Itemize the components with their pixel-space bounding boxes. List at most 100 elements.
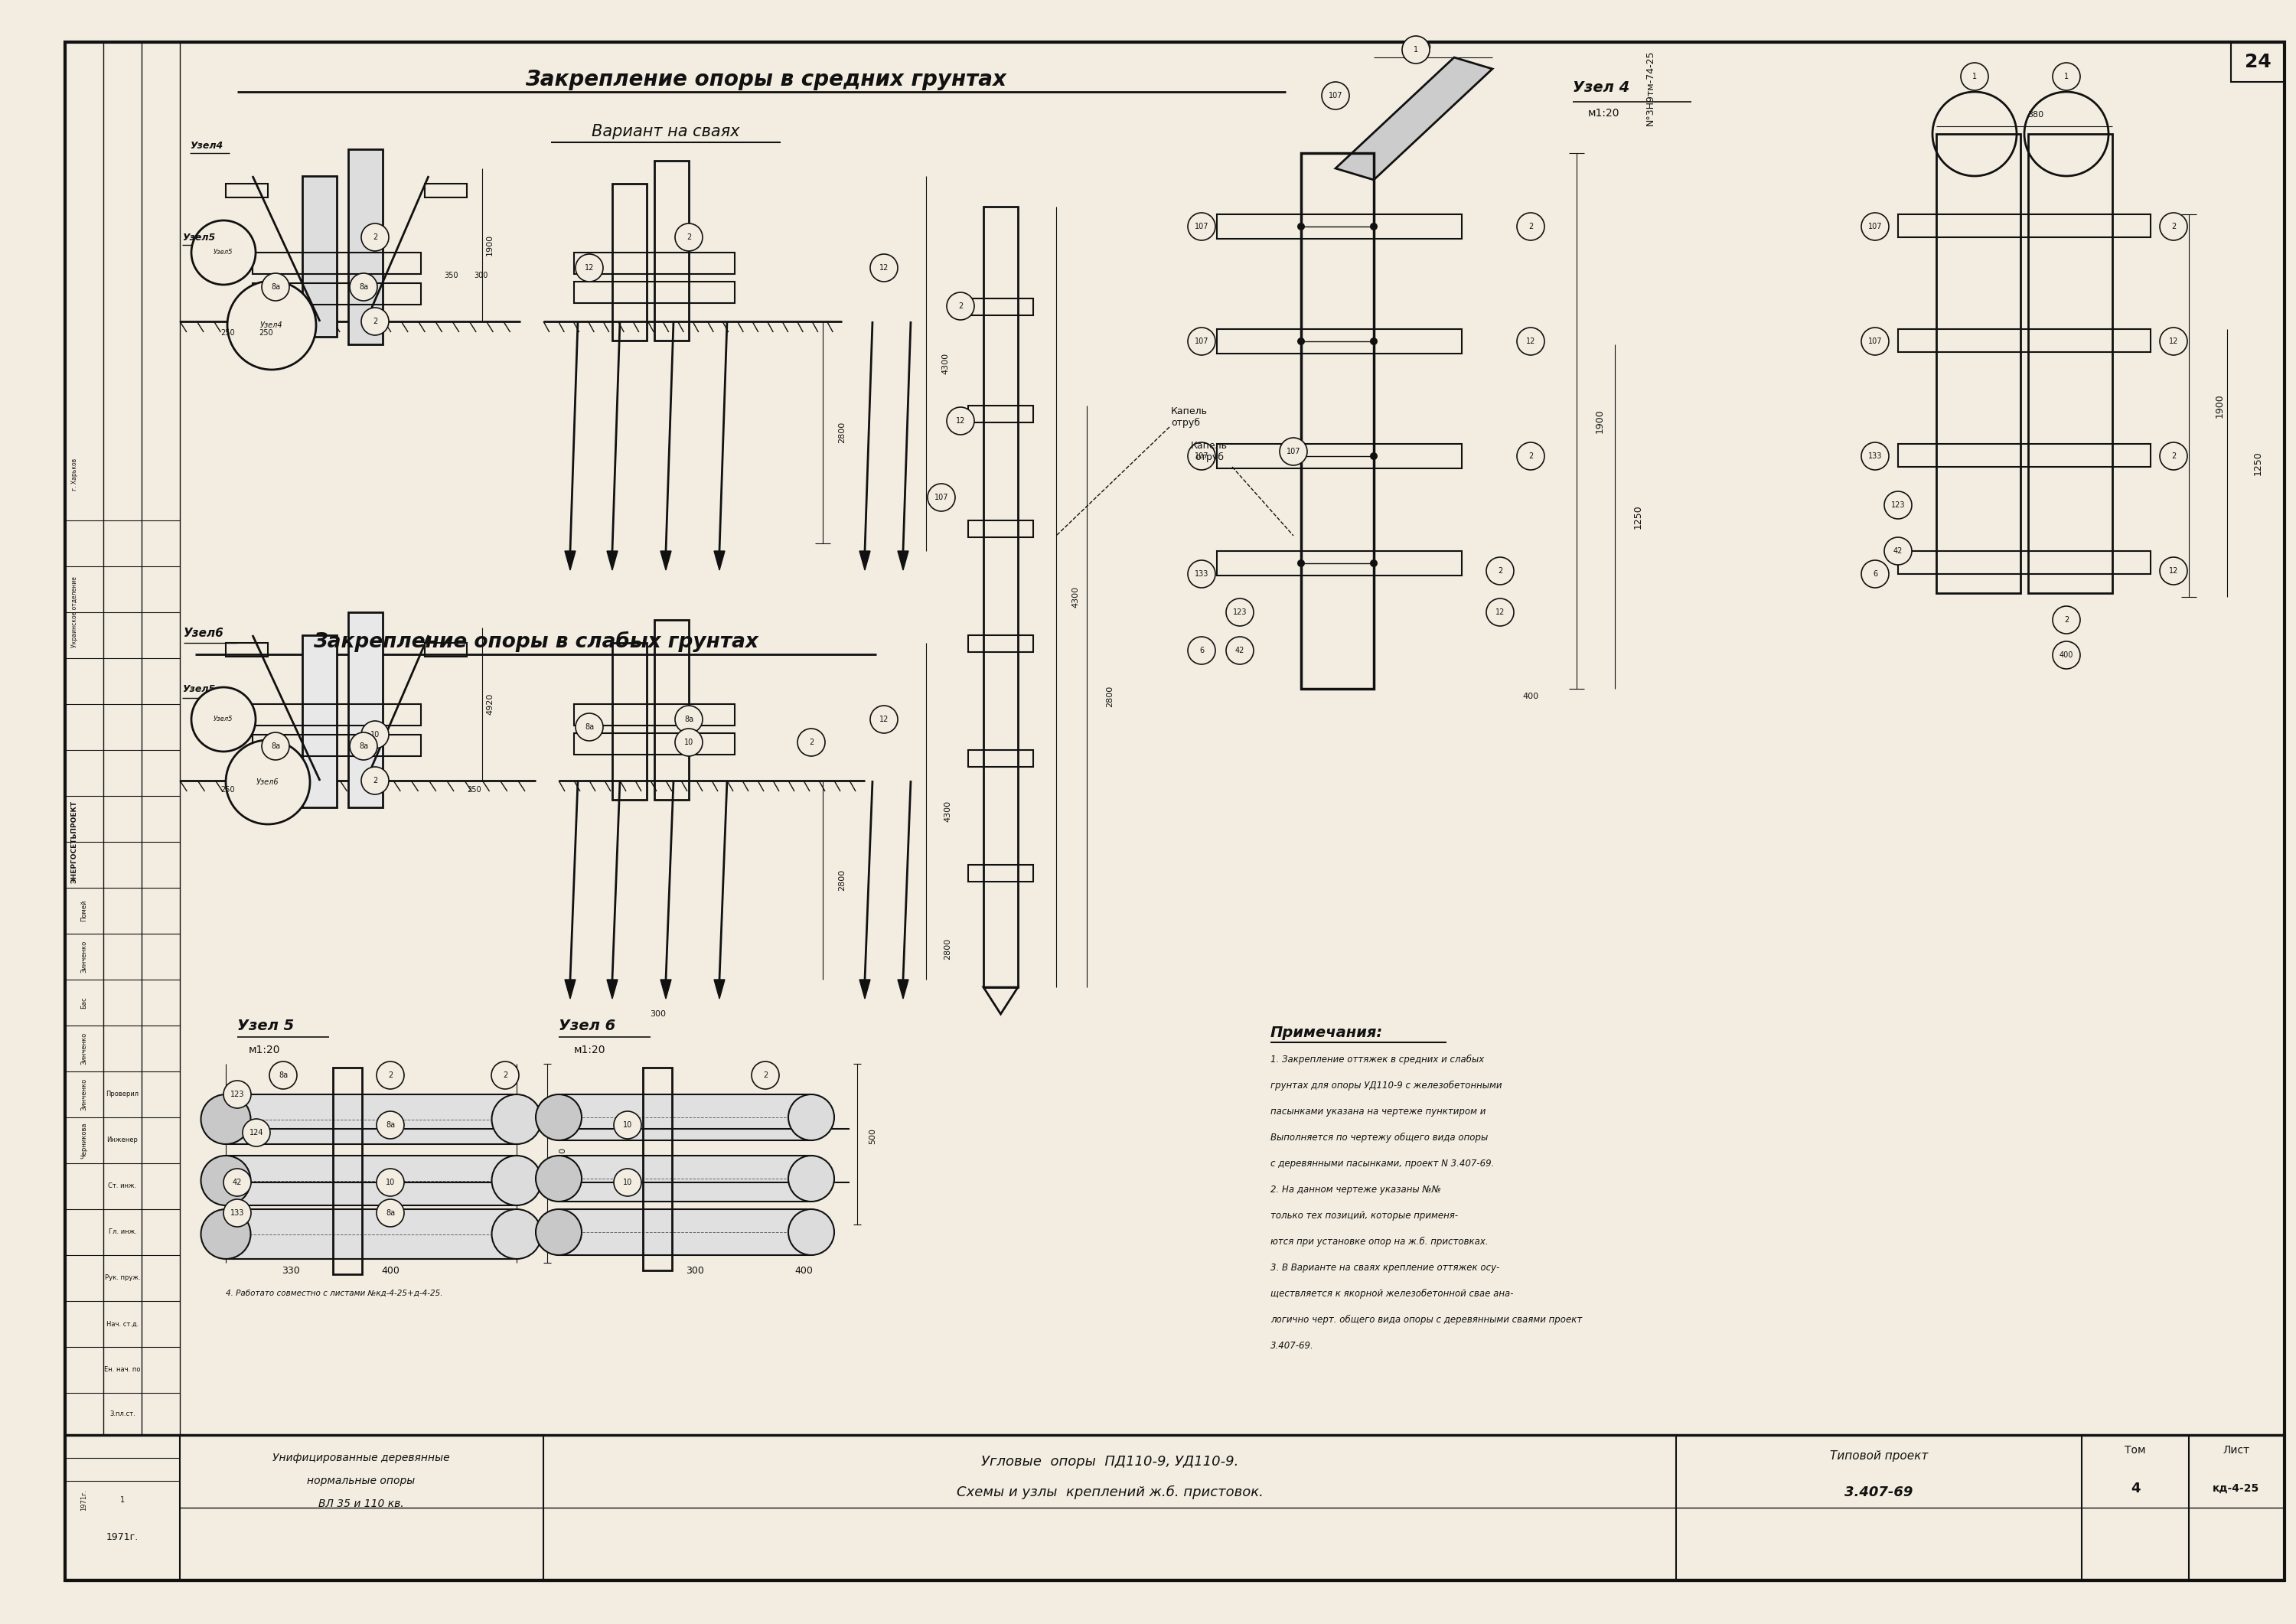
Circle shape xyxy=(360,721,388,749)
Text: логично черт. общего вида опоры с деревянными сваями проект: логично черт. общего вида опоры с деревя… xyxy=(1270,1315,1582,1325)
Polygon shape xyxy=(898,979,909,999)
Text: 1900: 1900 xyxy=(1593,409,1605,434)
Text: 107: 107 xyxy=(1869,222,1883,231)
Circle shape xyxy=(870,253,898,281)
Text: 24: 24 xyxy=(2245,54,2271,71)
Bar xyxy=(1899,551,2151,573)
Text: 1: 1 xyxy=(2064,73,2069,80)
Text: 2: 2 xyxy=(2172,222,2177,231)
Bar xyxy=(613,643,647,799)
Text: Выполняется по чертежу общего вида опоры: Выполняется по чертежу общего вида опоры xyxy=(1270,1132,1488,1143)
Polygon shape xyxy=(983,987,1017,1013)
Text: 4300: 4300 xyxy=(941,352,948,374)
Text: 42: 42 xyxy=(1235,646,1244,654)
Text: Узел 5: Узел 5 xyxy=(236,1018,294,1033)
Circle shape xyxy=(1371,559,1378,567)
Text: 500: 500 xyxy=(868,1129,877,1145)
Circle shape xyxy=(1226,599,1254,625)
Text: ществляется к якорной железобетонной свае ана-: ществляется к якорной железобетонной сва… xyxy=(1270,1289,1513,1299)
Text: кд-4-25: кд-4-25 xyxy=(2213,1483,2259,1494)
Text: Узел6: Узел6 xyxy=(257,778,280,786)
Bar xyxy=(1899,214,2151,237)
Circle shape xyxy=(576,713,604,741)
Circle shape xyxy=(349,273,377,300)
Text: 2: 2 xyxy=(503,1072,507,1078)
Polygon shape xyxy=(1336,57,1492,180)
Circle shape xyxy=(262,273,289,300)
Circle shape xyxy=(225,741,310,825)
Circle shape xyxy=(360,224,388,252)
Text: 12: 12 xyxy=(1527,338,1536,346)
Circle shape xyxy=(928,484,955,512)
Bar xyxy=(225,184,269,198)
Bar xyxy=(574,732,735,755)
Circle shape xyxy=(360,767,388,794)
Circle shape xyxy=(1226,637,1254,664)
Text: 1: 1 xyxy=(1414,45,1419,54)
Text: нормальные опоры: нормальные опоры xyxy=(308,1476,416,1486)
Polygon shape xyxy=(661,551,670,570)
Text: Примечания:: Примечания: xyxy=(1270,1025,1382,1039)
Bar xyxy=(574,705,735,726)
Text: 3. В Варианте на сваях крепление оттяжек осу-: 3. В Варианте на сваях крепление оттяжек… xyxy=(1270,1263,1499,1273)
Text: 400: 400 xyxy=(2060,651,2073,659)
Text: 10: 10 xyxy=(622,1121,631,1129)
Text: 250: 250 xyxy=(259,330,273,336)
Text: Узел4: Узел4 xyxy=(259,322,282,330)
Text: Ен. нач. по: Ен. нач. по xyxy=(103,1366,140,1374)
Text: 2: 2 xyxy=(762,1072,767,1078)
Text: 400: 400 xyxy=(1522,692,1538,700)
Text: 8а: 8а xyxy=(358,742,367,750)
Circle shape xyxy=(243,1119,271,1147)
Bar xyxy=(558,1210,810,1255)
Circle shape xyxy=(788,1095,833,1140)
Text: Типовой проект: Типовой проект xyxy=(1830,1450,1929,1462)
Circle shape xyxy=(751,1062,778,1090)
Text: 8а: 8а xyxy=(278,1072,287,1078)
Circle shape xyxy=(223,1169,250,1197)
Text: 4: 4 xyxy=(2131,1481,2140,1496)
Text: 10: 10 xyxy=(386,1179,395,1186)
Bar xyxy=(1217,214,1463,239)
Text: 42: 42 xyxy=(232,1179,241,1186)
Circle shape xyxy=(202,1210,250,1259)
Text: Угловые  опоры  ПД110-9, УД110-9.: Угловые опоры ПД110-9, УД110-9. xyxy=(980,1455,1238,1468)
Bar xyxy=(643,1067,673,1270)
Circle shape xyxy=(535,1156,581,1202)
Text: 330: 330 xyxy=(282,1265,301,1275)
Text: 12: 12 xyxy=(879,716,889,723)
Bar xyxy=(425,184,466,198)
Text: 2800: 2800 xyxy=(944,939,951,960)
Text: Закрепление опоры в слабых грунтах: Закрепление опоры в слабых грунтах xyxy=(312,632,758,653)
Circle shape xyxy=(535,1095,581,1140)
Polygon shape xyxy=(565,979,576,999)
Circle shape xyxy=(360,307,388,335)
Text: м1:20: м1:20 xyxy=(574,1044,606,1056)
Text: Проверил: Проверил xyxy=(106,1091,140,1098)
Circle shape xyxy=(262,732,289,760)
Polygon shape xyxy=(606,551,618,570)
Circle shape xyxy=(1187,442,1215,469)
Text: Зинченко: Зинченко xyxy=(80,1033,87,1065)
Bar xyxy=(969,406,1033,422)
Bar xyxy=(969,635,1033,653)
Text: Помей: Помей xyxy=(80,900,87,921)
Bar xyxy=(1936,133,2020,593)
Text: г. Харьков: г. Харьков xyxy=(71,458,78,490)
Text: Рук. пруж.: Рук. пруж. xyxy=(106,1275,140,1281)
Text: Капель
отруб: Капель отруб xyxy=(1192,440,1228,463)
Text: м1:20: м1:20 xyxy=(1589,107,1621,119)
Text: Узел5: Узел5 xyxy=(181,684,216,693)
Text: 8а: 8а xyxy=(386,1210,395,1216)
Circle shape xyxy=(1187,213,1215,240)
Text: 6: 6 xyxy=(1874,570,1878,578)
Polygon shape xyxy=(606,979,618,999)
Bar xyxy=(225,1210,517,1259)
Circle shape xyxy=(223,1199,250,1226)
Text: 107: 107 xyxy=(934,494,948,502)
Text: Вариант на сваях: Вариант на сваях xyxy=(592,123,739,140)
Text: Ст. инж.: Ст. инж. xyxy=(108,1182,138,1190)
Circle shape xyxy=(1885,492,1913,520)
Polygon shape xyxy=(714,551,726,570)
Text: 2. На данном чертеже указаны №№: 2. На данном чертеже указаны №№ xyxy=(1270,1186,1442,1195)
